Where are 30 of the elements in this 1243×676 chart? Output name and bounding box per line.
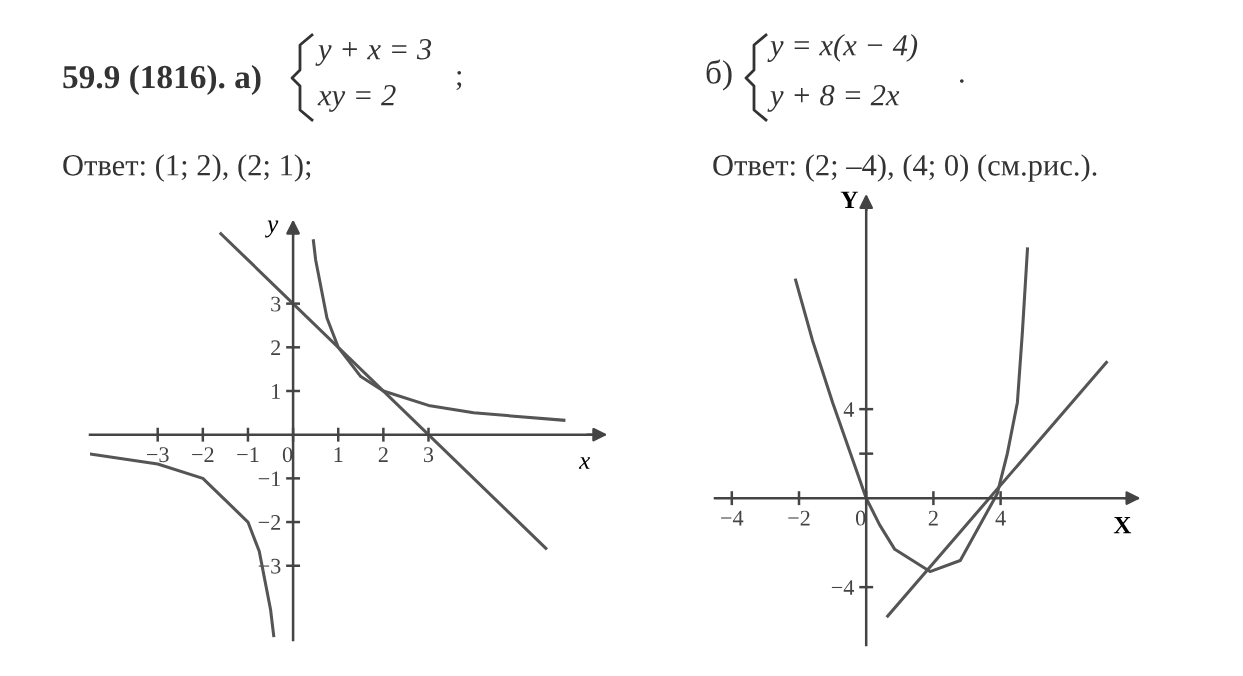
text: xy = 2 <box>317 85 396 112</box>
text: y = x(x − 4) <box>767 34 918 62</box>
x-tick-label: 1 <box>334 447 343 462</box>
x-tick-label: 0 <box>855 510 866 526</box>
y-axis-title: y <box>265 220 279 238</box>
x-tick-label: 4 <box>995 510 1006 526</box>
x-tick-label: −4 <box>721 510 744 526</box>
x-tick-label: 0 <box>282 447 293 463</box>
y-tick-label: −1 <box>258 471 280 487</box>
text: Ответ: (2; –4), (4; 0) (см.рис.). <box>713 154 1097 182</box>
x-tick-label: −2 <box>192 447 214 462</box>
text: 59.9 (1816). а) <box>63 64 261 96</box>
y-tick-label: 1 <box>272 384 280 399</box>
y-tick-label: 3 <box>271 296 281 312</box>
x-axis-title: x <box>578 457 591 469</box>
x-tick-label: 2 <box>928 510 938 526</box>
text: ; <box>456 71 462 91</box>
x-tick-label: −3 <box>146 447 169 463</box>
y-tick-label: 2 <box>271 340 281 356</box>
y-axis-title: Y <box>840 191 858 209</box>
text: . <box>960 79 964 83</box>
x-axis-title: X <box>1113 516 1132 534</box>
text: y + 8 = 2x <box>767 84 900 112</box>
x-tick-label: −1 <box>237 447 259 462</box>
x-tick-label: 2 <box>378 447 388 462</box>
text: y + x = 3 <box>315 39 432 66</box>
x-tick-label: −2 <box>788 510 810 526</box>
text: Ответ: (1; 2), (2; 1); <box>63 154 311 182</box>
x-tick-label: 3 <box>424 447 434 463</box>
text: б) <box>706 59 732 91</box>
